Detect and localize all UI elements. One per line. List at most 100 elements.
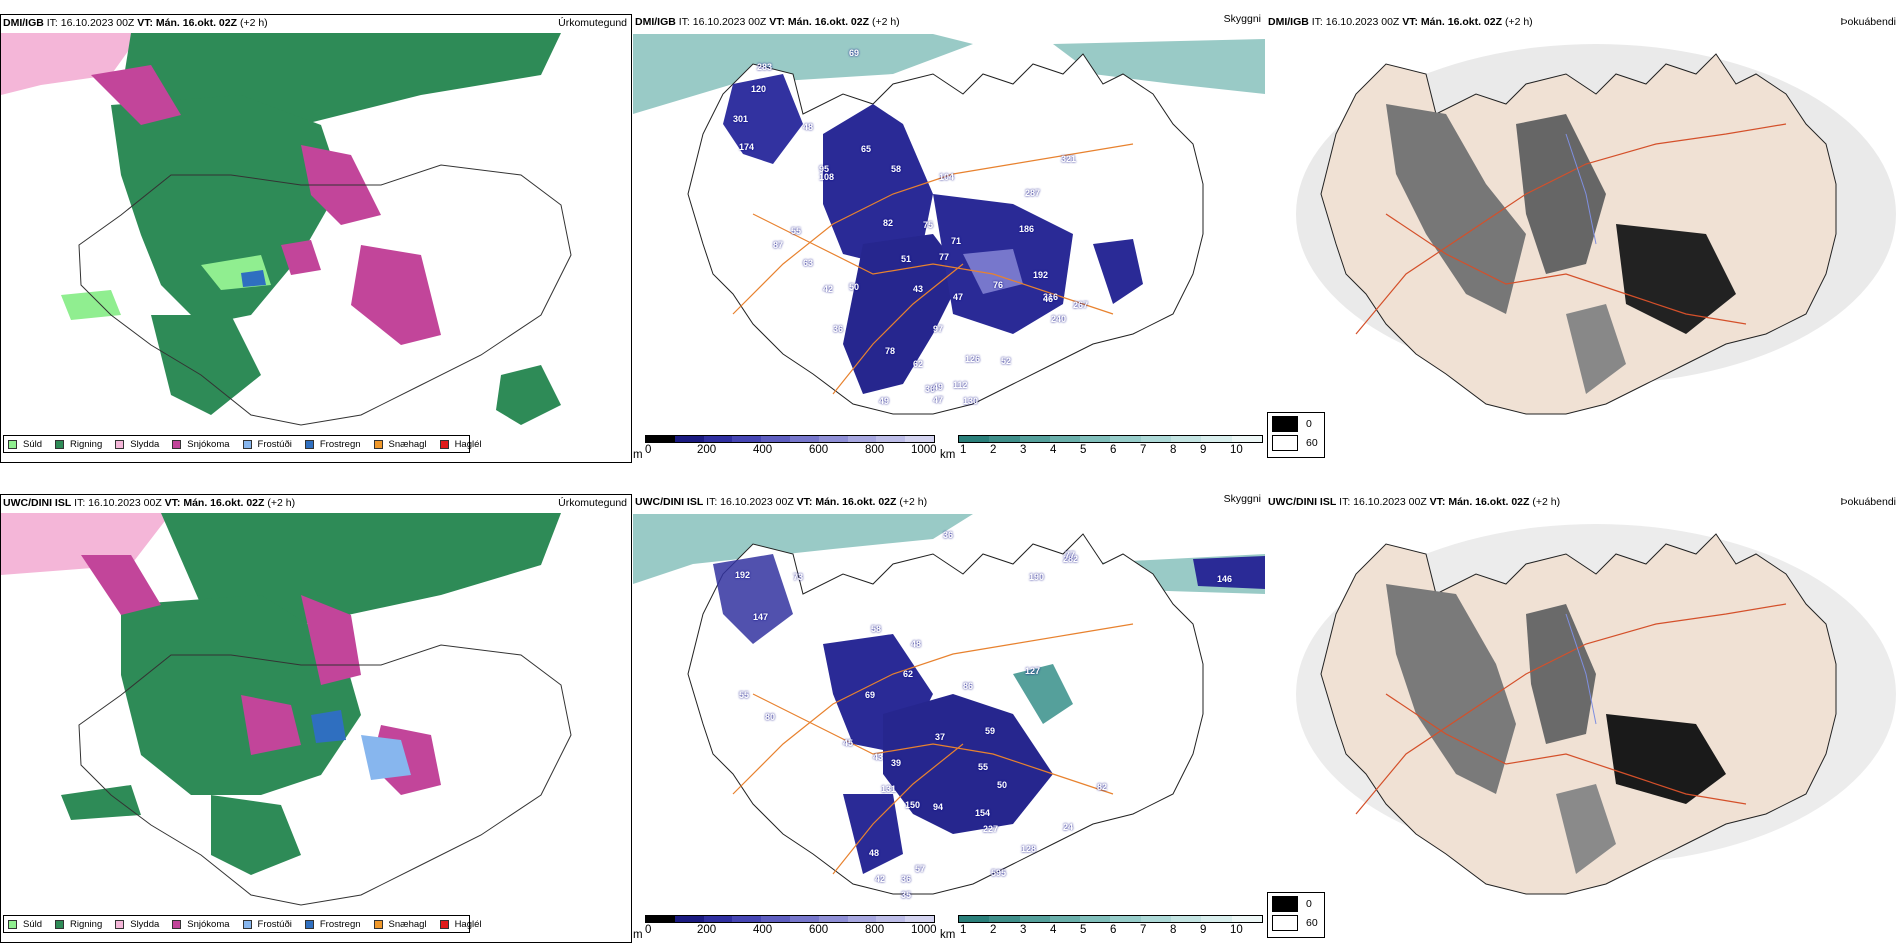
legend-item: Slydda — [115, 439, 159, 450]
cloud-base-value-label: 108 — [819, 172, 835, 182]
lead-time: (+2 h) — [869, 16, 900, 28]
cloud-base-value-label: 55 — [978, 762, 989, 772]
init-time: IT: 16.10.2023 00Z — [43, 17, 138, 29]
precip-type-panel-dmi: DMI/IGB IT: 16.10.2023 00Z VT: Mán. 16.o… — [0, 14, 632, 463]
legend-label: Slydda — [130, 918, 160, 930]
precip-type-panel-uwc: UWC/DINI ISL IT: 16.10.2023 00Z VT: Mán.… — [0, 494, 632, 943]
cloud-base-value-label: 192 — [1033, 270, 1049, 280]
cloud-base-value-label: 42 — [823, 284, 834, 294]
scale-tick: 200 — [697, 924, 717, 936]
legend-label: Slydda — [130, 438, 160, 450]
cloud-base-value-label: 57 — [915, 864, 926, 874]
cloud-base-value-label: 49 — [879, 396, 890, 406]
scale-tick: 1 — [960, 444, 967, 456]
legend-swatch — [242, 919, 252, 929]
scale-tick: 3 — [1020, 924, 1027, 936]
cloud-base-value-label: 35 — [901, 890, 912, 900]
scale-ticks: 1 2 3 4 5 6 7 8 9 10 — [940, 923, 1265, 937]
legend-item: Snjókoma — [172, 439, 230, 450]
lead-time: (+2 h) — [237, 17, 268, 29]
valid-time: VT: Mán. 16.okt. 02Z — [1429, 496, 1530, 508]
lead-time: (+2 h) — [1502, 16, 1533, 28]
scale-tick: 2 — [990, 444, 997, 456]
legend-swatch — [373, 439, 383, 449]
scale-ticks: 1 2 3 4 5 6 7 8 9 10 — [940, 443, 1265, 457]
cloud-base-value-label: 39 — [891, 758, 902, 768]
cloud-base-value-label: 321 — [1061, 154, 1077, 164]
legend-label: Frostúði — [257, 918, 292, 930]
init-time: IT: 16.10.2023 00Z — [675, 16, 770, 28]
cloud-base-value-label: 24 — [1063, 822, 1074, 832]
cloud-base-value-label: 52 — [1001, 356, 1012, 366]
fog-legend: 0 60 — [1267, 412, 1325, 458]
lead-time: (+2 h) — [1529, 496, 1561, 508]
legend-label: Snæhagl — [388, 918, 427, 930]
legend-item: Rigning — [55, 439, 102, 450]
cloud-base-value-label: 43 — [873, 752, 884, 762]
cloud-base-value-label: 97 — [933, 324, 944, 334]
legend-label: Rigning — [70, 918, 103, 930]
cloud-base-value-label: 95 — [819, 164, 830, 174]
model-name: UWC/DINI ISL — [3, 497, 72, 509]
legend-item: Súld — [8, 439, 42, 450]
scale-tick: 1000 — [911, 924, 937, 936]
scale-tick: 4 — [1050, 444, 1057, 456]
cloud-base-value-label: 227 — [983, 824, 999, 834]
scale-bar — [645, 915, 935, 923]
legend-label: Snjókoma — [187, 918, 230, 930]
scale-unit: km — [940, 929, 956, 941]
cloud-base-value-label: 120 — [751, 84, 767, 94]
scale-tick: 2 — [990, 924, 997, 936]
cloud-base-value-label: 150 — [905, 800, 921, 810]
scale-ticks: 0 200 400 600 800 1000 — [633, 923, 938, 937]
precip-panel-label: Úrkomutegund — [558, 17, 627, 29]
fog-legend-row: 60 — [1272, 435, 1320, 451]
cloud-map-uwc — [633, 514, 1265, 895]
fog-legend-label: 0 — [1306, 418, 1312, 430]
scale-tick: 10 — [1230, 924, 1243, 936]
cloud-scale-m: m 0 200 400 600 800 1000 — [633, 435, 938, 461]
cloud-base-value-label: 62 — [913, 359, 924, 369]
legend-label: Haglél — [454, 918, 482, 930]
legend-label: Frostregn — [319, 918, 361, 930]
legend-item: Frostregn — [304, 439, 361, 450]
scale-tick: 7 — [1140, 924, 1147, 936]
model-name: DMI/IGB — [1268, 16, 1309, 28]
legend-label: Súld — [23, 918, 43, 930]
legend-label: Súld — [23, 438, 43, 450]
cloud-base-value-label: 55 — [791, 226, 802, 236]
scale-tick: 600 — [809, 444, 829, 456]
cloud-base-value-label: 47 — [933, 395, 944, 405]
cloud-base-value-label: 47 — [953, 292, 964, 302]
legend-swatch — [304, 919, 314, 929]
cloud-base-value-label: 46 — [1043, 294, 1054, 304]
cloud-base-value-label: 146 — [1217, 574, 1233, 584]
valid-time: VT: Mán. 16.okt. 02Z — [796, 496, 897, 508]
cloud-base-value-label: 59 — [985, 726, 996, 736]
scale-tick: 4 — [1050, 924, 1057, 936]
cloud-base-value-label: 50 — [849, 282, 860, 292]
scale-tick: 0 — [645, 444, 652, 456]
panel-title-uwc-precip: UWC/DINI ISL IT: 16.10.2023 00Z VT: Mán.… — [3, 497, 295, 509]
panel-title-dmi-cloud: DMI/IGB IT: 16.10.2023 00Z VT: Mán. 16.o… — [635, 16, 900, 28]
cloud-base-value-label: 240 — [1051, 314, 1067, 324]
cloud-base-value-label: 55 — [739, 690, 750, 700]
panel-title-uwc-cloud: UWC/DINI ISL IT: 16.10.2023 00Z VT: Mán.… — [635, 496, 927, 508]
scale-tick: 5 — [1080, 924, 1087, 936]
fog-legend-row: 60 — [1272, 915, 1320, 931]
cloud-base-value-label: 128 — [1021, 844, 1037, 854]
scale-tick: 400 — [753, 924, 773, 936]
legend-swatch — [55, 919, 65, 929]
init-time: IT: 16.10.2023 00Z — [1308, 16, 1403, 28]
cloud-base-value-label: 287 — [1025, 188, 1041, 198]
cloud-base-value-label: 36 — [943, 530, 954, 540]
fog-legend-label: 0 — [1306, 898, 1312, 910]
legend-swatch — [172, 919, 182, 929]
legend-item: Snæhagl — [373, 439, 427, 450]
cloud-base-value-label: 86 — [963, 681, 974, 691]
scale-ticks: 0 200 400 600 800 1000 — [633, 443, 938, 457]
legend-item: Slydda — [115, 919, 159, 930]
scale-bar — [645, 435, 935, 443]
scale-tick: 600 — [809, 924, 829, 936]
cloud-base-value-label: 104 — [939, 172, 955, 182]
